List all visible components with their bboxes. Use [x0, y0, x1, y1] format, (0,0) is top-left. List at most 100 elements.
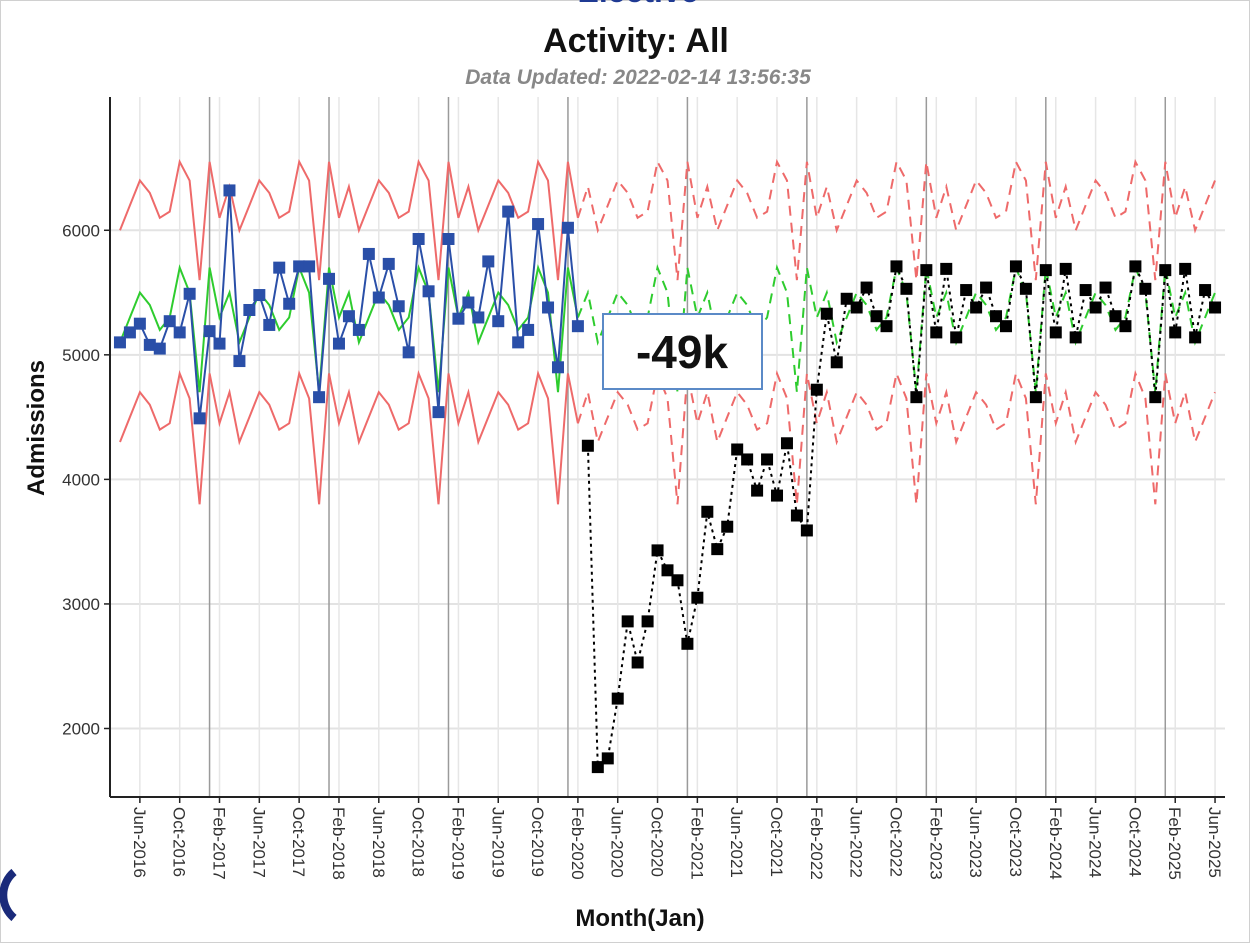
x-tick-label: Feb-2019: [448, 807, 467, 880]
data-point: [790, 509, 803, 522]
x-tick-label: Feb-2018: [329, 807, 348, 880]
data-point: [840, 292, 853, 305]
data-point: [352, 323, 365, 336]
data-point: [651, 544, 664, 557]
data-point: [1139, 282, 1152, 295]
data-point: [950, 331, 963, 344]
x-tick-label: Jun-2025: [1205, 807, 1224, 878]
data-point: [1159, 264, 1172, 277]
x-tick-label: Oct-2021: [767, 807, 786, 877]
series-line: [586, 262, 1216, 770]
x-tick-label: Oct-2019: [528, 807, 547, 877]
x-tick-label: Feb-2022: [807, 807, 826, 880]
x-tick-label: Feb-2021: [687, 807, 706, 880]
data-point: [313, 391, 326, 404]
data-point: [980, 281, 993, 294]
data-point: [183, 287, 196, 300]
data-point: [402, 346, 415, 359]
data-point: [1099, 281, 1112, 294]
data-point: [1119, 320, 1132, 333]
data-point: [382, 257, 395, 270]
data-point: [293, 260, 306, 273]
data-point: [323, 272, 336, 285]
data-point: [1129, 260, 1142, 273]
y-tick-label: 5000: [62, 346, 100, 365]
x-axis-title: Month(Jan): [575, 905, 704, 932]
data-point: [751, 484, 764, 497]
data-point: [1009, 260, 1022, 273]
data-point: [303, 260, 316, 273]
x-tick-label: Oct-2020: [648, 807, 667, 877]
data-point: [860, 281, 873, 294]
data-point: [392, 300, 405, 313]
data-point: [163, 315, 176, 328]
data-point: [1029, 391, 1042, 404]
data-point: [900, 282, 913, 295]
series-line: [576, 369, 1216, 505]
data-point: [153, 342, 166, 355]
data-point: [621, 615, 634, 628]
x-tick-label: Jun-2021: [727, 807, 746, 878]
x-tick-label: Jun-2019: [488, 807, 507, 878]
x-tick-label: Feb-2020: [568, 807, 587, 880]
logo-fragment: [0, 868, 17, 922]
x-tick-label: Jun-2017: [249, 807, 268, 878]
data-point: [243, 303, 256, 316]
data-point: [960, 284, 973, 297]
y-tick-label: 2000: [62, 719, 100, 738]
data-point: [741, 453, 754, 466]
plot-area: 2000 3000 4000 5000 6000 Jun-2016 Oct-2016 Feb-…: [62, 97, 1225, 880]
data-point: [432, 406, 445, 419]
data-point: [502, 205, 515, 218]
x-tick-label: Oct-2023: [1006, 807, 1025, 877]
x-tick-label: Feb-2024: [1046, 807, 1065, 880]
data-point: [512, 336, 525, 349]
data-point: [571, 320, 584, 333]
data-point: [631, 656, 644, 669]
data-point: [1109, 310, 1122, 323]
data-point: [940, 262, 953, 275]
data-point: [1069, 331, 1082, 344]
x-tick-label: Feb-2017: [210, 807, 229, 880]
data-point: [711, 543, 724, 556]
y-tick-label: 3000: [62, 595, 100, 614]
data-point: [681, 637, 694, 650]
data-point: [472, 311, 485, 324]
data-point: [482, 255, 495, 268]
y-tick-label: 6000: [62, 221, 100, 240]
data-point: [223, 184, 236, 197]
data-point: [283, 297, 296, 310]
data-point: [412, 232, 425, 245]
data-point: [771, 489, 784, 502]
data-point: [422, 285, 435, 298]
data-point: [332, 337, 345, 350]
data-point: [930, 326, 943, 339]
x-tick-label: Feb-2025: [1165, 807, 1184, 880]
data-point: [910, 391, 923, 404]
data-point: [522, 323, 535, 336]
data-point: [820, 307, 833, 320]
data-point: [990, 310, 1003, 323]
chart-title: Elective: [578, 0, 699, 9]
data-point: [880, 320, 893, 333]
data-point: [1209, 301, 1222, 314]
x-tick-label: Jun-2018: [369, 807, 388, 878]
y-tick-label: 4000: [62, 470, 100, 489]
data-point: [810, 383, 823, 396]
data-point: [1179, 262, 1192, 275]
data-point: [561, 221, 574, 234]
data-point: [731, 443, 744, 456]
x-tick-label: Jun-2023: [966, 807, 985, 878]
data-point: [691, 591, 704, 604]
x-tick-label: Oct-2018: [409, 807, 428, 877]
y-axis-title: Admissions: [23, 360, 50, 496]
data-point: [970, 301, 983, 314]
data-point: [761, 453, 774, 466]
data-point: [999, 320, 1012, 333]
annotation-box: [602, 313, 763, 390]
data-point: [1049, 326, 1062, 339]
data-point: [1189, 331, 1202, 344]
data-point: [920, 264, 933, 277]
data-point: [701, 505, 714, 518]
data-point: [113, 336, 126, 349]
